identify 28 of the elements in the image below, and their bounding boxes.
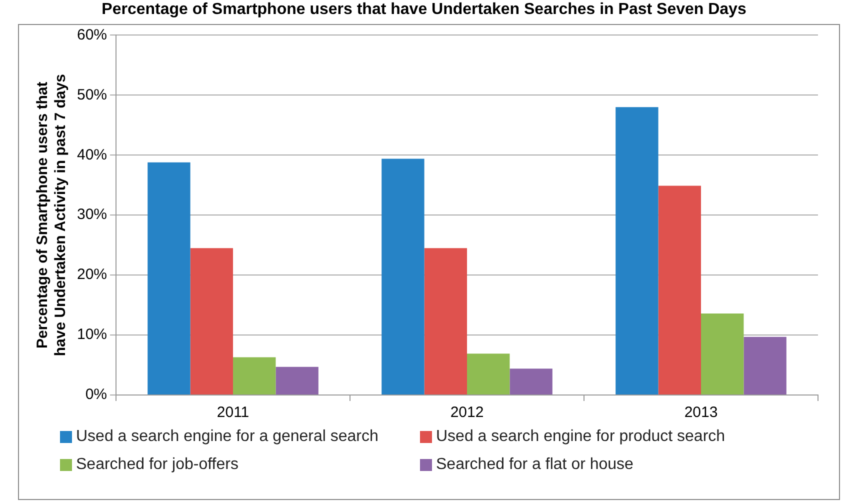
x-tick-label: 2011 <box>216 404 250 422</box>
bar <box>744 336 786 394</box>
bar <box>616 107 658 394</box>
bar <box>701 313 744 394</box>
legend-label: Searched for a flat or house <box>436 456 634 474</box>
bar <box>382 158 424 394</box>
y-tick-label: 10% <box>76 326 108 344</box>
y-tick-label: 50% <box>76 86 108 104</box>
y-tick-label: 60% <box>76 26 108 44</box>
bar <box>658 186 702 394</box>
y-tick-label: 0% <box>85 386 108 404</box>
bar <box>276 366 318 394</box>
y-tick-label: 20% <box>76 266 108 284</box>
bar <box>510 368 552 394</box>
bar <box>148 162 190 394</box>
y-tick-label: 30% <box>76 206 108 224</box>
bar <box>190 248 234 394</box>
x-tick-label: 2012 <box>450 404 484 422</box>
legend-label: Searched for job-offers <box>76 456 238 474</box>
bar <box>424 248 468 394</box>
bar <box>467 354 510 394</box>
x-tick-label: 2013 <box>684 404 718 422</box>
y-axis-title: Percentage of Smartphone users that have Undertaken Activity in past 7 days <box>34 74 70 356</box>
y-tick-label: 40% <box>76 146 108 164</box>
legend-label: Used a search engine for product search <box>436 428 726 446</box>
bar <box>233 357 276 394</box>
chart-title: Percentage of Smartphone users that have Undertaken Searches in Past Seven Days <box>102 1 746 18</box>
legend-label: Used a search engine for a general search <box>76 428 378 446</box>
